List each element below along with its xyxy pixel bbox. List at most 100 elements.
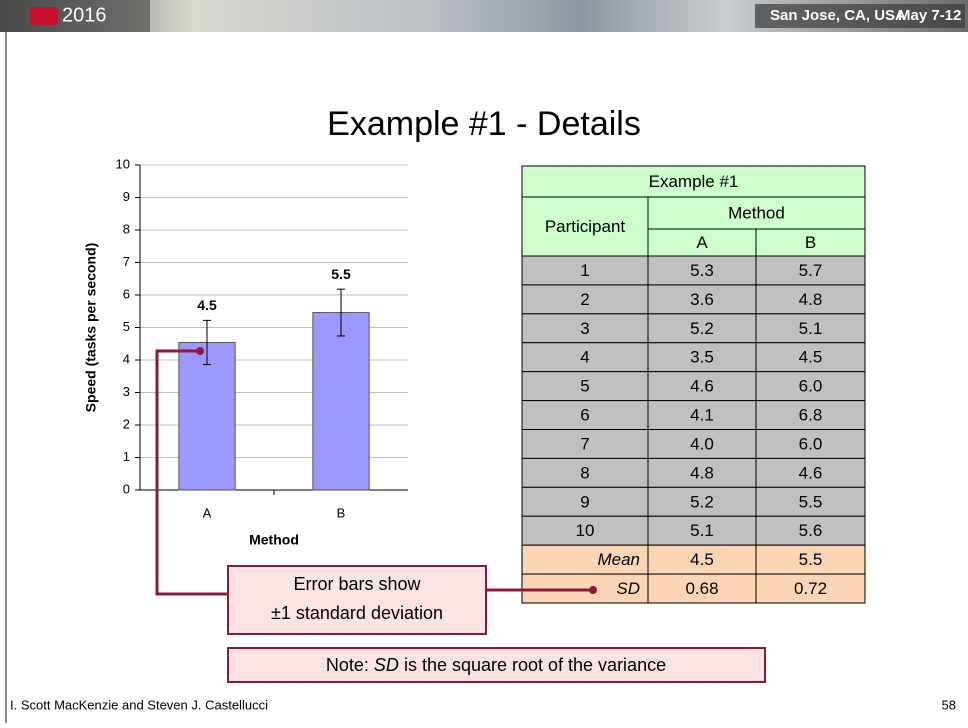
chi-logo <box>30 7 58 25</box>
participant-header-cell <box>521 196 649 257</box>
y-tick-label: 10 <box>116 156 130 171</box>
table-cell: 3.6 <box>690 290 714 309</box>
table-cell-cell <box>755 486 866 517</box>
summary-cell-cell <box>755 544 866 575</box>
summary-cell-cell <box>647 573 757 604</box>
y-tick-label: 1 <box>123 449 130 464</box>
table-cell-cell <box>755 371 866 402</box>
callout-line: Error bars show <box>293 574 421 594</box>
column-header-cell <box>755 228 866 257</box>
table-cell: 5.1 <box>690 521 714 540</box>
slide-title: Example #1 - Details <box>327 105 641 143</box>
table-cell: 6.8 <box>799 406 823 425</box>
table-cell: 4.6 <box>799 463 823 482</box>
table-cell: 5.7 <box>799 261 823 280</box>
table-cell: 6.0 <box>799 434 823 453</box>
y-tick-label: 0 <box>123 481 130 496</box>
table-cell: 4.0 <box>690 434 714 453</box>
header-info-bg <box>755 4 965 28</box>
table-cell-cell <box>755 284 866 315</box>
table-cell-cell <box>647 515 757 546</box>
note-box <box>227 647 766 683</box>
summary-cell-cell <box>755 573 866 604</box>
summary-cell: 5.5 <box>799 550 823 569</box>
table-cell: 4.6 <box>690 377 714 396</box>
header-shade <box>0 0 150 32</box>
y-tick-label: 2 <box>123 416 130 431</box>
table-cell: 4.1 <box>690 406 714 425</box>
table-cell: 4 <box>580 348 589 367</box>
table-cell: 4.8 <box>690 463 714 482</box>
y-tick-label: 8 <box>123 221 130 236</box>
table-cell: 9 <box>580 492 589 511</box>
callout-box <box>227 565 487 635</box>
table-cell: 7 <box>580 434 589 453</box>
table-cell: 5.6 <box>799 521 823 540</box>
note-part: is the square root of the variance <box>399 655 666 675</box>
y-tick-label: 4 <box>123 351 130 366</box>
table-cell: 5 <box>580 377 589 396</box>
table-cell-cell <box>647 284 757 315</box>
column-header-cell <box>647 228 757 257</box>
value-label: 4.5 <box>197 297 217 313</box>
summary-label: SD <box>616 579 640 598</box>
table-cell-cell <box>647 313 757 344</box>
method-header: Method <box>728 203 785 222</box>
table-cell: 6 <box>580 406 589 425</box>
column-header: A <box>696 233 708 252</box>
table-cell-cell <box>521 255 649 286</box>
header-year: 2016 <box>62 4 107 26</box>
method-header-cell <box>647 196 866 230</box>
y-tick-label: 5 <box>123 319 130 334</box>
y-tick-label: 3 <box>123 384 130 399</box>
table-cell: 2 <box>580 290 589 309</box>
summary-label: Mean <box>597 550 640 569</box>
x-tick-label: B <box>337 505 346 520</box>
table-cell-cell <box>755 255 866 286</box>
footer-authors: I. Scott MacKenzie and Steven J. Castell… <box>10 697 268 712</box>
x-tick-label: A <box>203 505 212 520</box>
table-cell: 5.5 <box>799 492 823 511</box>
table-cell-cell <box>647 342 757 373</box>
note-part: Note: <box>326 655 374 675</box>
x-axis-label: Method <box>249 532 299 548</box>
table-cell-cell <box>647 429 757 459</box>
callout-dot <box>589 586 597 594</box>
header-dates: May 7-12 <box>898 7 961 24</box>
y-tick-label: 6 <box>123 286 130 301</box>
table-cell-cell <box>755 342 866 373</box>
table-title-cell <box>521 165 866 198</box>
callout-connector <box>155 349 228 596</box>
y-axis-label: Speed (tasks per second) <box>83 243 99 413</box>
header-location: San Jose, CA, USA <box>770 7 906 24</box>
table-cell: 5.1 <box>799 319 823 338</box>
note: Note: SD is the square root of the varia… <box>326 655 666 675</box>
table-cell: 10 <box>576 521 595 540</box>
value-label: 5.5 <box>331 266 351 282</box>
table-cell-cell <box>647 486 757 517</box>
page-number: 58 <box>942 697 956 712</box>
table-cell: 5.3 <box>690 261 714 280</box>
table-cell-cell <box>521 313 649 344</box>
summary-cell: 0.68 <box>685 579 718 598</box>
table-cell: 5.2 <box>690 319 714 338</box>
note-part: SD <box>374 655 399 675</box>
summary-cell: 4.5 <box>690 550 714 569</box>
table-cell-cell <box>755 313 866 344</box>
table-cell-cell <box>647 255 757 286</box>
table-cell: 4.5 <box>799 348 823 367</box>
bar <box>312 312 370 491</box>
table-cell-cell <box>647 457 757 488</box>
callout-dot <box>196 347 204 355</box>
table-cell-cell <box>755 400 866 431</box>
table-cell: 5.2 <box>690 492 714 511</box>
table-cell: 1 <box>580 261 589 280</box>
table-cell: 3 <box>580 319 589 338</box>
table-cell: 4.8 <box>799 290 823 309</box>
table-cell-cell <box>521 486 649 517</box>
column-header: B <box>805 233 816 252</box>
table-cell: 3.5 <box>690 348 714 367</box>
table-cell-cell <box>755 429 866 459</box>
summary-label-cell <box>521 544 649 575</box>
